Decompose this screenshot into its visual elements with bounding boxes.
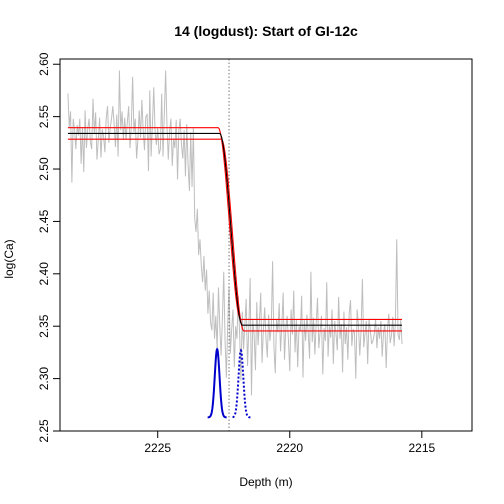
y-tick-label: 2.60 [37, 52, 51, 76]
observation-series-line [67, 70, 403, 396]
y-tick-label: 2.55 [37, 105, 51, 129]
y-tick-label: 2.50 [37, 157, 51, 181]
density-curve-1 [207, 347, 227, 419]
x-axis: 2225 2220 2215 [144, 431, 435, 455]
upper-band-line [67, 127, 403, 320]
x-tick-label: 2220 [276, 441, 303, 455]
x-tick-label: 2225 [144, 441, 171, 455]
lower-band-line [67, 138, 403, 332]
y-tick-label: 2.40 [37, 262, 51, 286]
y-axis: 2.25 2.30 2.35 2.40 2.45 2.50 2.55 2.60 [37, 52, 60, 443]
y-tick-label: 2.45 [37, 209, 51, 233]
y-tick-label: 2.30 [37, 367, 51, 391]
x-tick-label: 2215 [408, 441, 435, 455]
plot-frame [59, 58, 473, 432]
y-tick-label: 2.25 [37, 419, 51, 443]
chart-title: 14 (logdust): Start of GI-12c [174, 23, 358, 39]
plot-area [67, 59, 403, 431]
y-axis-label: log(Ca) [2, 239, 16, 278]
fit-line [67, 132, 403, 326]
density-curve-2 [231, 348, 251, 419]
y-tick-label: 2.35 [37, 314, 51, 338]
x-axis-label: Depth (m) [239, 475, 292, 489]
